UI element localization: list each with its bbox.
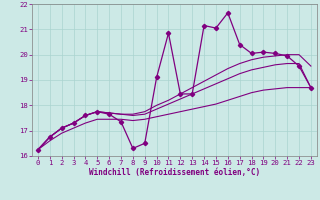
X-axis label: Windchill (Refroidissement éolien,°C): Windchill (Refroidissement éolien,°C) [89,168,260,177]
